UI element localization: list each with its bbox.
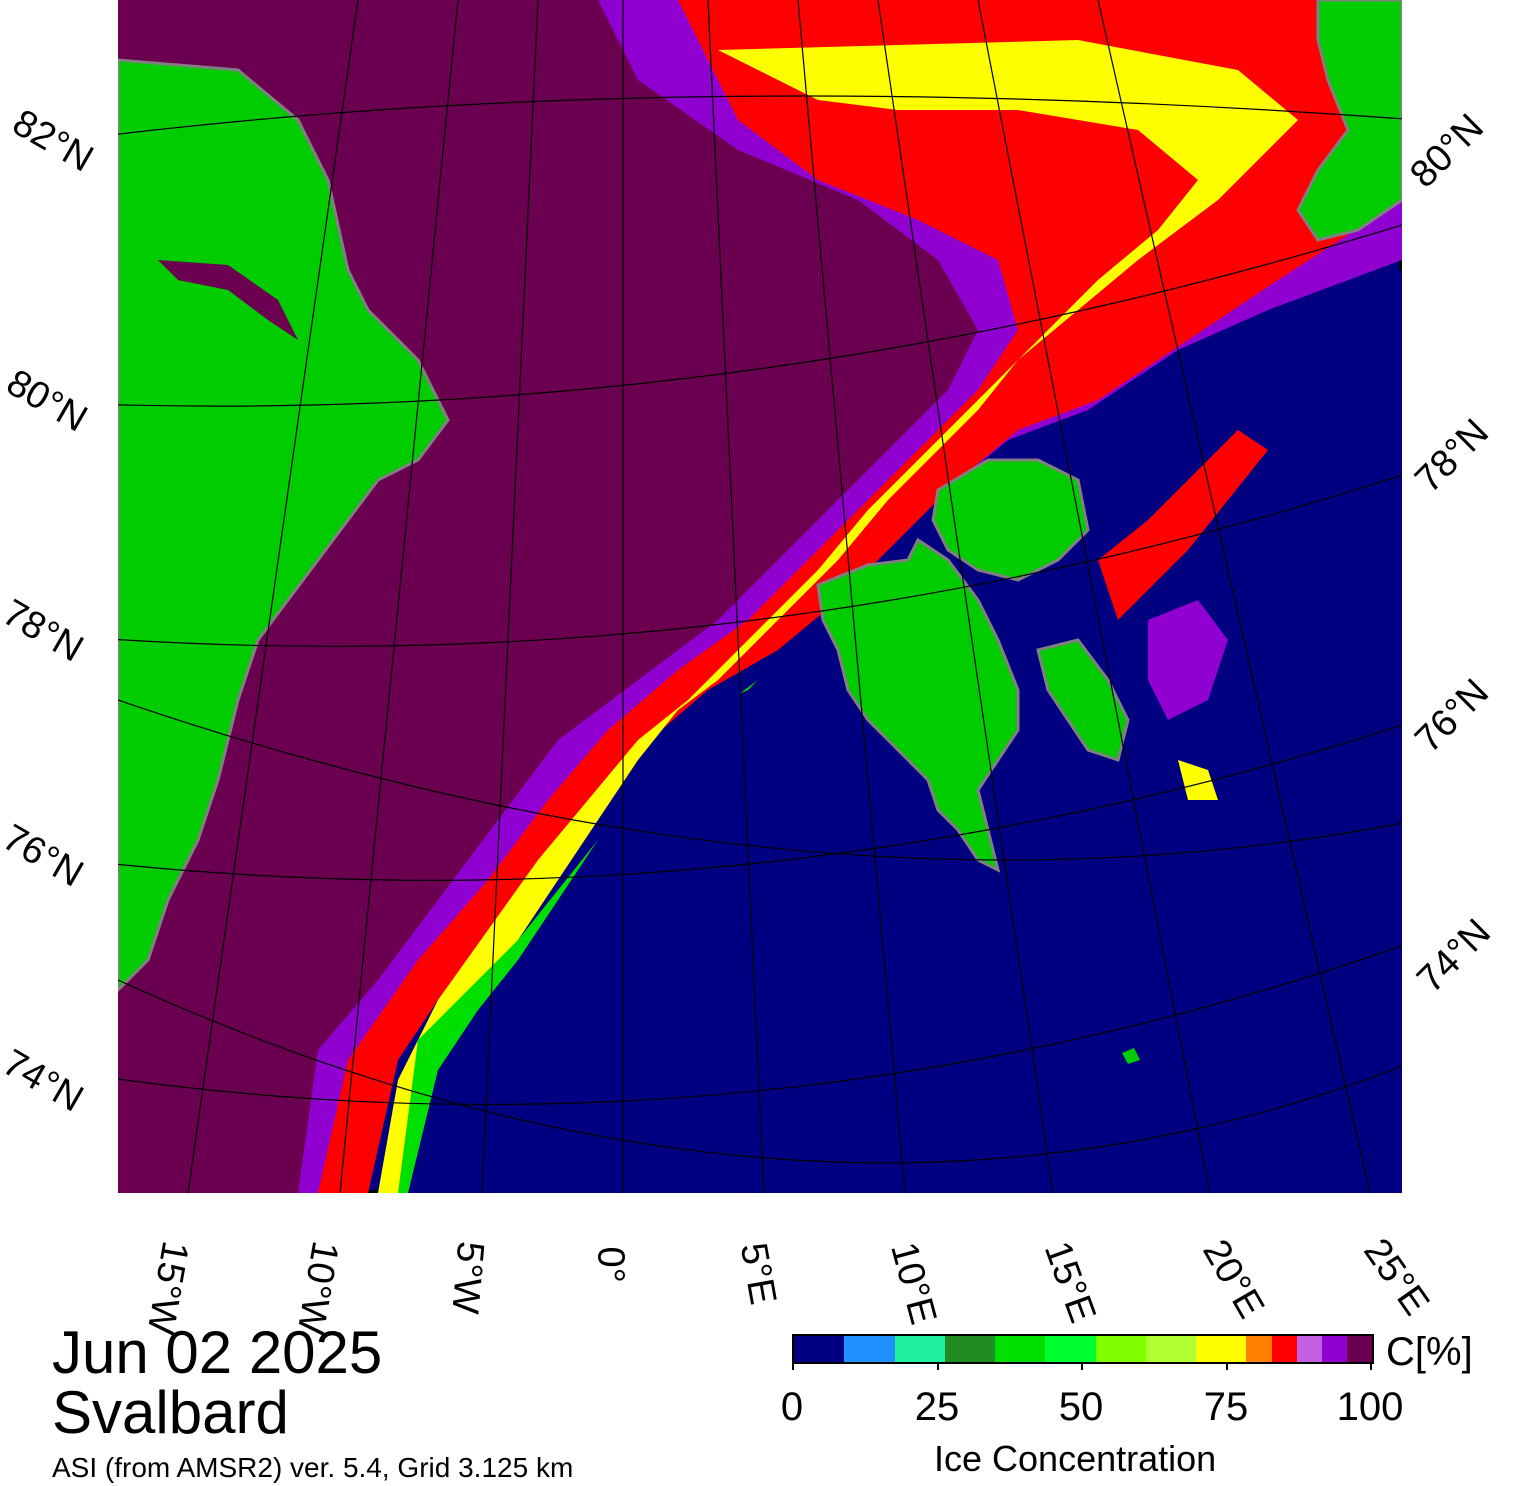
lon-label-5e: 5°E [731, 1239, 784, 1308]
region-title: Svalbard [52, 1379, 289, 1446]
colorbar-segment [894, 1336, 945, 1362]
colorbar-segment [1095, 1336, 1146, 1362]
colorbar-segment [1346, 1336, 1373, 1362]
lat-label-left-78: 78°N [0, 591, 90, 671]
colorbar-segment [944, 1336, 996, 1362]
lat-label-right-76: 76°N [1407, 671, 1497, 762]
colorbar-segment [1045, 1336, 1096, 1362]
colorbar-segment [1271, 1336, 1297, 1362]
lat-label-left-80: 80°N [0, 361, 94, 441]
lat-label-left-74: 74°N [0, 1041, 90, 1121]
colorbar-tick [1370, 1362, 1372, 1370]
colorbar-tick-label: 25 [914, 1385, 960, 1429]
product-description: ASI (from AMSR2) ver. 5.4, Grid 3.125 km [52, 1452, 574, 1483]
lon-label-10e: 10°E [882, 1237, 945, 1329]
colorbar-segment [1196, 1336, 1247, 1362]
ice-zone-red [318, 0, 1402, 1193]
graticule [118, 0, 1402, 1193]
colorbar-tick [1226, 1362, 1228, 1370]
ice-patch-east [1098, 430, 1268, 620]
svalbard-edgeoya [1036, 638, 1130, 762]
colorbar-segment [794, 1336, 845, 1362]
colorbar-tick-label: 100 [1336, 1385, 1404, 1429]
svalbard-spitsbergen [816, 537, 1020, 873]
colorbar-tick [1081, 1362, 1083, 1370]
colorbar-segment [1296, 1336, 1322, 1362]
colorbar-tick [792, 1362, 794, 1370]
greenland-fjord [158, 260, 298, 340]
svalbard-nordaustlandet [931, 458, 1090, 582]
colorbar-title: Ice Concentration [934, 1438, 1217, 1479]
date-title: Jun 02 2025 [52, 1319, 383, 1386]
lon-label-25e: 25°E [1355, 1231, 1438, 1324]
colorbar-segment [995, 1336, 1046, 1362]
colorbar-segment [844, 1336, 895, 1362]
lat-label-right-78: 78°N [1407, 411, 1497, 502]
colorbar-segment [1321, 1336, 1347, 1362]
colorbar-tick-label: 75 [1203, 1385, 1249, 1429]
franz-josef-land [1296, 0, 1402, 242]
ice-zone-yellow [378, 40, 1298, 1193]
map-canvas [118, 0, 1402, 1193]
colorbar-tick-label: 0 [780, 1385, 804, 1429]
lat-label-left-76: 76°N [0, 816, 90, 896]
lat-label-left-82: 82°N [5, 101, 100, 181]
lat-label-right-80: 80°N [1402, 106, 1492, 197]
lon-label-0: 0° [589, 1246, 632, 1283]
ice-patch-east-2 [1148, 600, 1228, 720]
colorbar-unit: C[%] [1386, 1330, 1473, 1374]
colorbar-tick-label: 50 [1058, 1385, 1104, 1429]
colorbar-segment [1246, 1336, 1272, 1362]
lon-label-15e: 15°E [1035, 1236, 1104, 1329]
colorbar-tick [937, 1362, 939, 1370]
colorbar-segment [1145, 1336, 1197, 1362]
bear-island [1122, 1048, 1140, 1064]
lon-label-20e: 20°E [1194, 1232, 1273, 1326]
sea-ice-map [118, 0, 1402, 1193]
lat-label-right-74: 74°N [1409, 911, 1499, 1002]
colorbar [792, 1334, 1374, 1364]
ice-patch-east-3 [1178, 760, 1218, 800]
lon-label-5w: 5°W [443, 1239, 492, 1316]
